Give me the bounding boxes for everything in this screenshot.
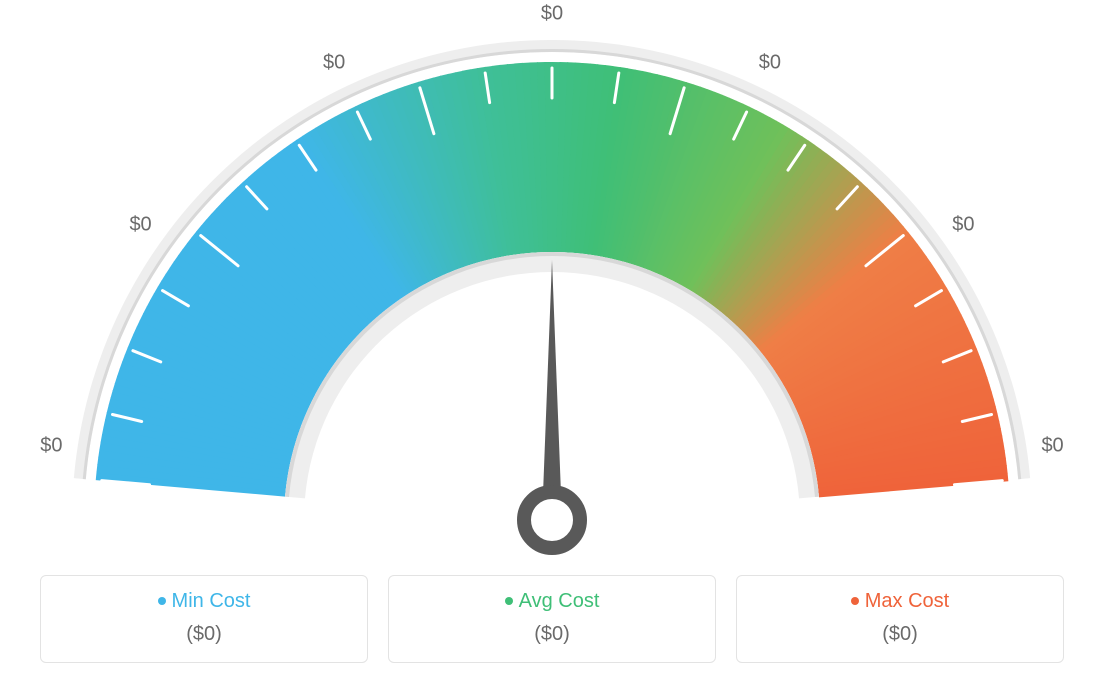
legend-title-min: Min Cost — [41, 590, 367, 613]
legend-value-avg: ($0) — [389, 623, 715, 646]
gauge-tick-label: $0 — [1041, 435, 1063, 458]
legend-title-min-text: Min Cost — [172, 590, 251, 612]
gauge-tick-label: $0 — [323, 52, 345, 75]
legend-dot-avg — [505, 597, 513, 605]
legend-title-avg-text: Avg Cost — [519, 590, 600, 612]
legend-card-avg: Avg Cost ($0) — [388, 575, 716, 663]
legend-card-max: Max Cost ($0) — [736, 575, 1064, 663]
legend-title-max-text: Max Cost — [865, 590, 949, 612]
cost-gauge-container: $0 $0 $0 $0 $0 $0 $0 Min Cost ($0) Avg Cost ($… — [0, 0, 1104, 690]
legend-title-avg: Avg Cost — [389, 590, 715, 613]
legend-card-min: Min Cost ($0) — [40, 575, 368, 663]
gauge-svg — [0, 0, 1104, 560]
legend-dot-max — [851, 597, 859, 605]
legend-dot-min — [158, 597, 166, 605]
gauge-chart: $0 $0 $0 $0 $0 $0 $0 — [0, 0, 1104, 560]
gauge-tick-label: $0 — [541, 3, 563, 26]
legend-value-max: ($0) — [737, 623, 1063, 646]
gauge-tick-label: $0 — [129, 214, 151, 237]
gauge-tick-label: $0 — [759, 52, 781, 75]
legend-value-min: ($0) — [41, 623, 367, 646]
gauge-tick-label: $0 — [952, 214, 974, 237]
legend-row: Min Cost ($0) Avg Cost ($0) Max Cost ($0… — [40, 575, 1064, 663]
gauge-tick-label: $0 — [40, 435, 62, 458]
legend-title-max: Max Cost — [737, 590, 1063, 613]
